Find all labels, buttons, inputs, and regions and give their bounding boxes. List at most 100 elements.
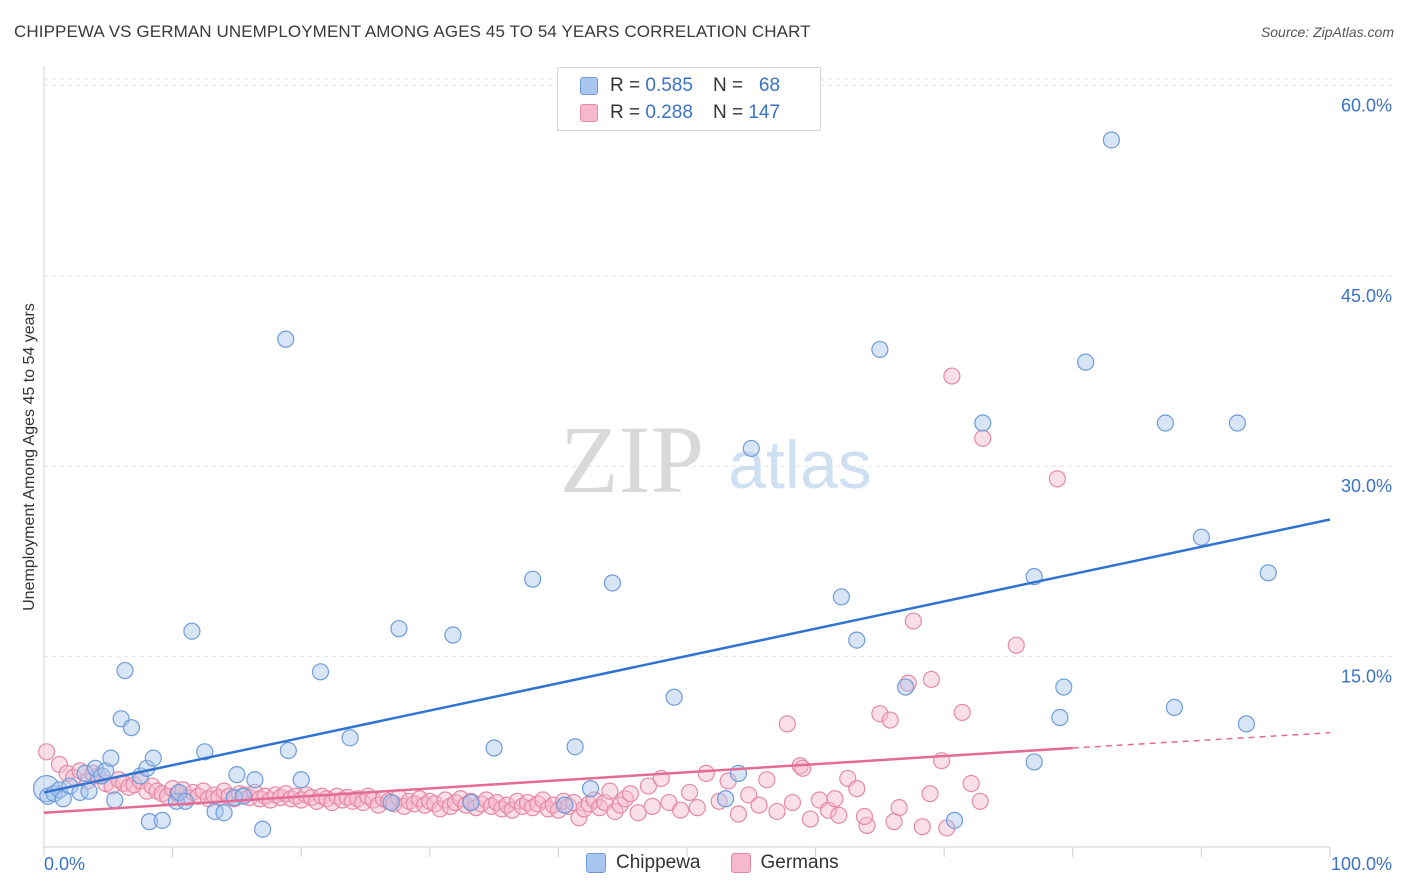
germans-point [671,801,690,819]
germans-point [881,711,899,729]
chippewa-point [390,620,408,638]
legend-item-germans[interactable]: Germans [730,852,839,874]
germans-point [943,367,961,385]
legend-label-chippewa: Chippewa [616,852,701,873]
chippewa-point [234,787,252,805]
chippewa-point [832,588,850,606]
grid-layer [44,78,1392,658]
chippewa-point [556,796,574,814]
x-tick-label: 0.0% [44,854,85,874]
germans-point [688,799,706,817]
germans-point [729,805,748,823]
germans-point [848,780,866,798]
germans-point [680,783,699,802]
chippewa-point [1077,353,1095,371]
chippewa-point [176,792,195,810]
chippewa-point [1156,414,1174,432]
chippewa-point [277,330,295,348]
correlation-legend: R = 0.585 N = 68 R = 0.288 N = 147 [557,67,821,131]
germans-point [953,703,971,722]
germans-point [1048,470,1066,488]
chippewa-point [581,780,600,798]
germans-point [395,797,413,815]
germans-points [37,367,1066,837]
chippewa-point [292,771,310,789]
tick-labels: 15.0% 30.0% 45.0% 60.0% 0.0% 100.0% [44,95,1392,874]
chippewa-point [246,771,264,789]
germans-point [974,429,992,447]
chippewa-point [140,813,159,831]
chippewa-point [279,741,297,760]
watermark-zip: ZIP [560,406,704,513]
chippewa-point [566,738,584,756]
germans-trend-line [43,746,1073,814]
chippewa-point [215,804,233,822]
germans-swatch [580,104,598,122]
chippewa-point [1192,528,1211,546]
chippewa-point [1165,698,1183,716]
germans-point [37,743,56,761]
chippewa-point [897,678,915,696]
germans-point [431,800,449,818]
germans-point [794,759,812,777]
legend-row-chippewa: R = 0.585 N = 68 [580,74,780,98]
germans-point [971,792,989,810]
trend-lines [43,518,1331,814]
chippewa-point [102,749,120,767]
chippewa-point [196,743,214,761]
n-label: N = [712,75,744,96]
germans-point [913,818,931,836]
germans-point [962,774,980,793]
chippewa-point [206,802,224,821]
chippewa-point [254,820,272,838]
n-label: N = [712,102,744,123]
watermark-atlas: atlas [728,427,872,503]
germans-point [621,785,640,803]
y-tick-label: 45.0% [1341,286,1392,306]
germans-point [768,802,786,821]
germans-point [826,790,844,808]
legend-item-chippewa[interactable]: Chippewa [586,852,701,874]
chippewa-point [228,766,246,784]
chippewa-point [170,783,188,802]
chart-title: CHIPPEWA VS GERMAN UNEMPLOYMENT AMONG AG… [14,22,811,41]
chippewa-trend-line [43,518,1331,794]
n-value: 147 [748,102,781,123]
chippewa-point [1259,564,1277,582]
chippewa-point [1228,414,1247,432]
germans-point [639,777,658,795]
chippewa-point [76,764,94,782]
germans-swatch [730,853,751,873]
germans-point [503,801,521,819]
legend-label-germans: Germans [760,852,839,873]
germans-point [601,782,619,800]
germans-point [783,793,802,812]
chippewa-point [106,791,124,809]
germans-point [904,612,922,630]
chippewa-point [183,622,201,640]
germans-point [616,790,634,808]
germans-point [830,806,848,824]
chippewa-point [848,631,866,649]
germans-point [885,813,903,831]
chippewa-point [341,729,359,747]
chippewa-point [603,574,622,592]
germans-point [750,796,768,814]
chippewa-point [974,414,992,432]
germans-point [1007,636,1025,654]
chippewa-point [153,811,171,829]
chippewa-point [1051,708,1069,727]
chippewa-point [144,749,162,767]
y-tick-label: 60.0% [1341,95,1392,115]
r-value: 0.585 [645,75,693,96]
chippewa-point [524,570,542,588]
chippewa-point [444,626,462,644]
x-tick-label: 100.0% [1331,854,1392,874]
axes-layer [43,66,1331,857]
chippewa-point [462,793,480,812]
germans-point [855,807,874,826]
chippewa-point [122,719,141,737]
chippewa-point [1055,678,1073,696]
r-label: R = [610,75,641,96]
